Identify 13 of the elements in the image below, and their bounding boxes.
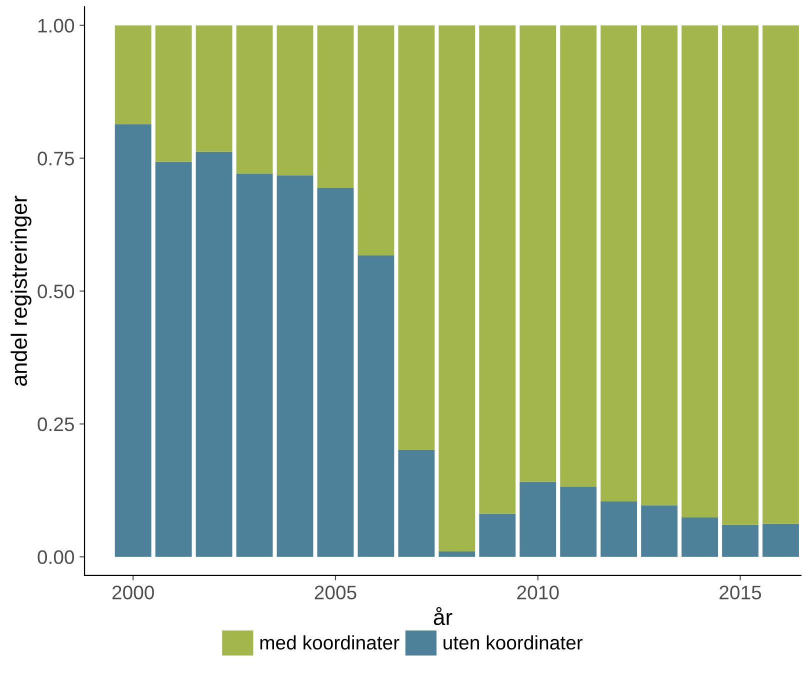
x-axis-title: år <box>434 607 452 626</box>
x-tick-label: 2010 <box>517 586 559 600</box>
y-axis-title: andel registreringer <box>10 196 32 386</box>
y-tick-label: 0.50 <box>38 284 74 298</box>
y-tick-label: 0.75 <box>38 152 74 166</box>
x-tick-label: 2005 <box>314 586 356 600</box>
legend-label: med koordinater <box>260 635 400 650</box>
x-tick-label: 2015 <box>720 586 762 600</box>
x-tick-label: 2000 <box>112 586 154 600</box>
y-tick-label: 0.00 <box>38 550 74 564</box>
y-tick-label: 0.25 <box>38 417 74 432</box>
y-tick-label: 1.00 <box>38 18 74 33</box>
legend-label: uten koordinater <box>444 635 583 650</box>
